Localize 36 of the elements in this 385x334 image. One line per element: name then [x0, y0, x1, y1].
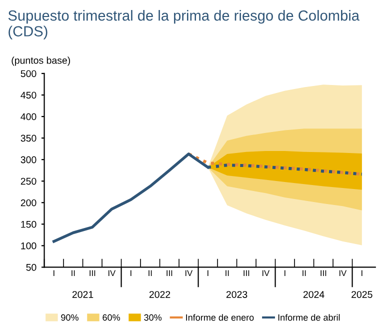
chart-title: Supuesto trimestral de la prima de riesgo de Colombia (CDS)	[8, 10, 360, 40]
x-tick-label: IV	[185, 270, 193, 276]
x-tick-label: II	[226, 270, 229, 276]
legend-label: 90%	[61, 314, 78, 321]
y-tick-label: 100	[21, 242, 36, 250]
x-tick-label: III	[320, 270, 326, 276]
x-tick-label: IV	[339, 270, 347, 276]
x-tick-label: I	[130, 270, 132, 276]
x-tick-label: I	[284, 270, 286, 276]
y-tick-label: 250	[20, 178, 36, 185]
x-tick-label: III	[166, 270, 172, 276]
y-tick-label: 50	[26, 264, 36, 271]
y-tick-label: 150	[21, 220, 36, 228]
y-tick-label: 200	[20, 199, 36, 206]
x-tick-label: II	[148, 270, 152, 276]
legend-label: 30%	[144, 314, 162, 321]
text: 2022	[149, 291, 170, 298]
legend-label: 60%	[102, 314, 120, 321]
x-tick-label: III	[244, 270, 250, 276]
legend-label: Informe de abril	[278, 314, 340, 321]
x-tick-label: IV	[262, 270, 270, 276]
text: 2023	[226, 291, 248, 298]
x-tick-label: II	[72, 270, 75, 276]
text: 2024	[303, 291, 324, 298]
y-tick-label: 300	[20, 156, 36, 164]
x-tick-label: IV	[108, 270, 116, 276]
text: 2025	[352, 291, 372, 298]
y-tick-label: 350	[20, 134, 36, 142]
y-tick-label: 500	[20, 70, 36, 78]
x-tick-label: III	[90, 270, 96, 276]
x-tick-label: II	[302, 270, 306, 276]
y-tick-label: 450	[20, 92, 36, 99]
text: 2021	[72, 291, 94, 298]
legend-label: Informe de enero	[186, 314, 254, 321]
y-axis-title: (puntos base)	[12, 56, 70, 66]
y-tick-label: 400	[20, 113, 36, 120]
